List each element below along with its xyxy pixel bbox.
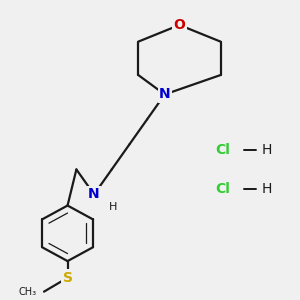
Text: H: H [109,202,117,212]
Text: CH₃: CH₃ [19,286,37,297]
Text: H: H [262,182,272,196]
Text: N: N [88,188,100,201]
Text: Cl: Cl [215,182,230,196]
Text: S: S [63,271,73,285]
Text: O: O [173,18,185,32]
Text: H: H [262,143,272,157]
Text: Cl: Cl [215,143,230,157]
Text: N: N [159,87,170,101]
